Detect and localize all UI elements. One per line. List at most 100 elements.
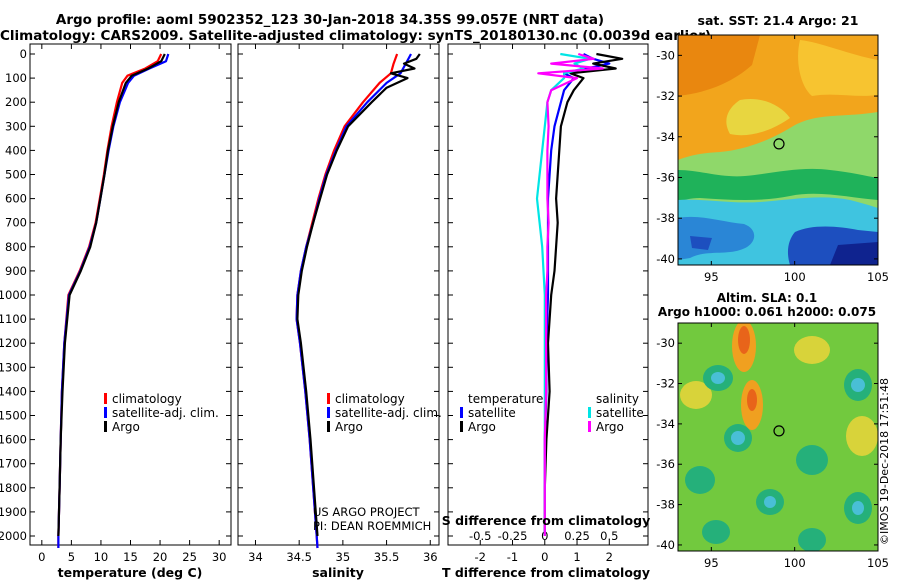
- x-tick-label: 34.5: [286, 550, 312, 564]
- depth-tick-label: 900: [5, 264, 27, 278]
- difference-depth-ticks: [448, 53, 648, 537]
- legend-label-satellite: satellite-adj. clim.: [335, 406, 442, 420]
- salinity-xlabel: salinity: [312, 565, 364, 580]
- lat-tick-label: -38: [656, 211, 675, 225]
- lat-tick-label: -30: [656, 336, 675, 350]
- depth-tick-label: 300: [5, 119, 27, 133]
- depth-axis: 0 100 200 300 400 500 600 700 800 900 1000 1100 1200…: [0, 47, 231, 543]
- title-line-1: Argo profile: aoml 5902352_123 30-Jan-20…: [55, 12, 605, 28]
- sla-lat-ticks: -30 -32 -34 -36 -38 -40: [656, 336, 878, 552]
- depth-tick-label: 1100: [0, 312, 27, 326]
- salinity-panel: 34 34.5 35 35.5 36 salinity climatology sate…: [237, 43, 442, 580]
- depth-tick-label: 200: [5, 95, 27, 109]
- temperature-x-axis: 0 5 10 15 20 25 30: [38, 44, 226, 564]
- depth-tick-label: 2000: [0, 529, 27, 543]
- temperature-legend: climatology satellite-adj. clim. Argo: [104, 392, 219, 434]
- lat-tick-label: -34: [656, 417, 675, 431]
- salinity-depth-ticks: [238, 53, 439, 537]
- series-line-1: [543, 52, 624, 536]
- project-annotation: US ARGO PROJECT: [313, 505, 421, 519]
- legend-label-argo: Argo: [335, 420, 363, 434]
- difference-x-axis: -2 -1 0 1 2: [475, 44, 613, 564]
- x-tick-label: 1: [573, 550, 580, 564]
- lat-tick-label: -40: [656, 252, 675, 266]
- legend-swatch-satellite: [104, 407, 107, 418]
- sst-lat-ticks: -30 -32 -34 -36 -38 -40: [656, 48, 878, 266]
- x-tick-label: 10: [94, 550, 109, 564]
- lon-tick-label: 105: [867, 270, 889, 284]
- lat-tick-label: -32: [656, 377, 675, 391]
- x-tick-label: -1: [507, 550, 518, 564]
- legend-label-climatology: climatology: [335, 392, 405, 406]
- lon-tick-label: 105: [867, 556, 889, 570]
- lat-tick-label: -34: [656, 130, 675, 144]
- x-tick-label: 35.5: [374, 550, 400, 564]
- legend-swatch-satellite: [327, 407, 330, 418]
- x-tick-label: 34: [248, 550, 263, 564]
- legend-header-temperature: temperature: [468, 392, 543, 406]
- difference-lines: [535, 52, 624, 536]
- lon-tick-label: 95: [704, 270, 719, 284]
- depth-tick-label: 600: [5, 192, 27, 206]
- lat-tick-label: -30: [656, 48, 675, 62]
- salinity-frame: [237, 43, 440, 546]
- series-line-2: [296, 53, 421, 537]
- x-tick-label: 2: [606, 550, 613, 564]
- x-tick-label: 20: [153, 550, 168, 564]
- lat-tick-label: -36: [656, 170, 675, 184]
- depth-tick-label: 1200: [0, 336, 27, 350]
- legend-label-climatology: climatology: [112, 392, 182, 406]
- series-line-3: [537, 52, 604, 536]
- x-tick-label: 35: [336, 550, 351, 564]
- depth-tick-label: 0: [20, 47, 27, 61]
- temperature-frame: [29, 43, 232, 546]
- s-tick-label: -0.5: [469, 529, 491, 543]
- lon-tick-label: 100: [784, 556, 806, 570]
- legend-swatch-argo: [327, 421, 330, 432]
- depth-tick-label: 100: [5, 71, 27, 85]
- legend-swatch-sal-satellite: [588, 407, 591, 418]
- x-tick-label: 0: [541, 550, 548, 564]
- sst-map-frame: [677, 34, 879, 266]
- sla-map: Altim. SLA: 0.1 Argo h1000: 0.061 h2000:…: [656, 291, 889, 570]
- x-tick-label: 5: [68, 550, 75, 564]
- x-tick-label: 0: [38, 550, 45, 564]
- temperature-xlabel: temperature (deg C): [58, 565, 203, 580]
- legend-label-sal-satellite: satellite: [596, 406, 644, 420]
- legend-header-salinity: salinity: [596, 392, 639, 406]
- depth-tick-label: 1000: [0, 288, 27, 302]
- legend-swatch-climatology: [104, 393, 107, 404]
- lat-tick-label: -32: [656, 89, 675, 103]
- sla-field: [678, 323, 878, 551]
- depth-tick-label: 1500: [0, 409, 27, 423]
- sla-map-title: Altim. SLA: 0.1: [717, 291, 818, 305]
- s-difference-xlabel: S difference from climatology: [442, 513, 651, 528]
- legend-label-temp-argo: Argo: [468, 420, 496, 434]
- difference-legend: temperature satellite Argo salinity sate…: [460, 392, 644, 434]
- sst-field: [678, 35, 878, 265]
- legend-swatch-climatology: [327, 393, 330, 404]
- x-tick-label: 25: [182, 550, 197, 564]
- salinity-x-axis: 34 34.5 35 35.5 36: [248, 44, 438, 564]
- difference-panel: -2 -1 0 1 2 -0.5 -0.25 0 0.25 0.5 T difference f…: [442, 43, 651, 580]
- depth-tick-label: 400: [5, 143, 27, 157]
- legend-swatch-temp-satellite: [460, 407, 463, 418]
- sst-lon-ticks: 95 100 105: [704, 35, 889, 284]
- sla-map-frame: [677, 322, 879, 552]
- legend-swatch-sal-argo: [588, 421, 591, 432]
- legend-swatch-temp-argo: [460, 421, 463, 432]
- lat-tick-label: -40: [656, 538, 675, 552]
- legend-swatch-argo: [104, 421, 107, 432]
- title-line-2: Climatology: CARS2009. Satellite-adjuste…: [0, 28, 712, 44]
- depth-tick-label: 1300: [0, 360, 27, 374]
- legend-label-satellite: satellite-adj. clim.: [112, 406, 219, 420]
- temperature-panel: 0100200300400500600700800900100011001200…: [0, 43, 232, 580]
- salinity-lines: [295, 53, 421, 549]
- lat-tick-label: -36: [656, 457, 675, 471]
- salinity-legend: climatology satellite-adj. clim. Argo: [327, 392, 442, 434]
- t-difference-xlabel: T difference from climatology: [442, 565, 650, 580]
- sst-map: sat. SST: 21.4 Argo: 21 -30-32-34-36-38-…: [656, 13, 889, 284]
- depth-tick-label: 1800: [0, 481, 27, 495]
- argo-float-marker: [773, 425, 785, 437]
